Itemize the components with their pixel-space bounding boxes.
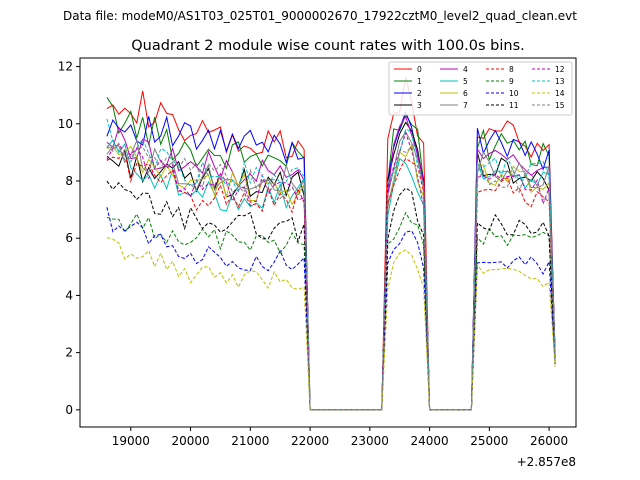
series-line-0 [106, 77, 556, 411]
x-tick-label: 24000 [410, 434, 448, 448]
x-tick-label: 26000 [530, 434, 568, 448]
legend-label-14: 14 [555, 89, 565, 98]
series-line-5 [106, 138, 556, 411]
y-tick-label: 0 [65, 403, 73, 417]
series-line-10 [106, 207, 556, 411]
legend-label-7: 7 [463, 101, 468, 110]
legend-label-6: 6 [463, 89, 468, 98]
legend-label-15: 15 [555, 101, 565, 110]
y-tick-label: 4 [65, 288, 73, 302]
legend-label-0: 0 [417, 65, 422, 74]
y-tick-label: 8 [65, 174, 73, 188]
series-line-2 [106, 110, 556, 411]
legend-label-11: 11 [509, 101, 519, 110]
y-tick-label: 6 [65, 231, 73, 245]
series-line-12 [106, 131, 556, 411]
chart-title: Quadrant 2 module wise count rates with … [131, 38, 525, 54]
legend-label-9: 9 [509, 77, 514, 86]
series-line-11 [106, 180, 556, 411]
legend-label-1: 1 [417, 77, 422, 86]
x-tick-label: 25000 [470, 434, 508, 448]
x-offset-label: +2.857e8 [517, 455, 576, 469]
y-tick-label: 12 [58, 60, 73, 74]
series-line-9 [106, 211, 556, 411]
y-tick-label: 10 [58, 117, 73, 131]
x-tick-label: 23000 [351, 434, 389, 448]
legend-label-4: 4 [463, 65, 468, 74]
legend-label-2: 2 [417, 89, 422, 98]
series-line-13 [106, 118, 556, 411]
series-line-8 [106, 151, 556, 411]
series-line-3 [106, 121, 556, 411]
x-tick-label: 22000 [291, 434, 329, 448]
legend-label-12: 12 [555, 65, 565, 74]
plot-area [106, 77, 556, 411]
series-line-15 [106, 142, 556, 411]
suptitle: Data file: modeM0/AS1T03_025T01_90000026… [63, 9, 577, 23]
legend-label-8: 8 [509, 65, 514, 74]
legend-label-5: 5 [463, 77, 468, 86]
legend-label-3: 3 [417, 101, 422, 110]
x-tick-label: 20000 [171, 434, 209, 448]
series-line-14 [106, 237, 556, 411]
axes-frame [79, 57, 577, 428]
ticks-layer: 19000 20000 21000 22000 23000 24000 25000 26000… [58, 60, 568, 448]
x-tick-label: 19000 [112, 434, 150, 448]
x-tick-label: 21000 [231, 434, 269, 448]
legend-box [388, 61, 573, 116]
series-line-1 [106, 97, 556, 411]
y-tick-label: 2 [65, 346, 73, 360]
series-line-6 [106, 142, 556, 411]
legend-label-13: 13 [555, 77, 565, 86]
legend-label-10: 10 [509, 89, 519, 98]
